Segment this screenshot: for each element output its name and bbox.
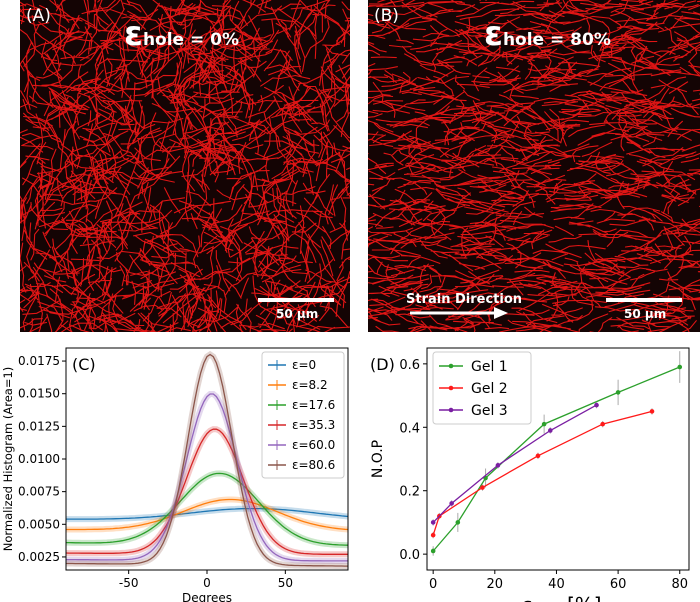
strain-direction-arrow-icon xyxy=(410,307,508,319)
x-axis-symbol: ε xyxy=(522,593,533,602)
x-tick-label: 40 xyxy=(548,577,565,592)
strain-percent: = 0% xyxy=(184,30,240,50)
fiber-network-a xyxy=(20,0,350,332)
series-line-0 xyxy=(432,366,681,552)
y-tick-label: 0.0100 xyxy=(18,452,60,466)
y-tick-label: 0.0150 xyxy=(18,387,60,401)
x-tick-label: 60 xyxy=(610,577,627,592)
x-axis-unit: [%] xyxy=(561,593,602,602)
data-point xyxy=(455,520,461,525)
legend-label: Gel 3 xyxy=(471,403,508,419)
legend-label: Gel 1 xyxy=(471,359,508,375)
data-point xyxy=(430,548,436,554)
series-line-0 xyxy=(66,507,349,520)
panel-b-image: (B) εhole = 80% Strain Direction 50 μm xyxy=(368,0,700,332)
legend-box xyxy=(261,351,345,479)
y-tick-label: 0.0125 xyxy=(18,419,60,433)
series-line-1 xyxy=(66,498,349,531)
x-axis-label: Degrees xyxy=(182,591,232,602)
epsilon-subscript: hole xyxy=(502,30,545,50)
epsilon-symbol: ε xyxy=(124,14,143,54)
data-point xyxy=(649,409,655,414)
legend-label: ε=35.3 xyxy=(292,418,335,432)
y-tick-label: 0.4 xyxy=(399,421,420,436)
panel-c-label: (C) xyxy=(72,355,96,374)
legend-label: ε=8.2 xyxy=(292,378,328,392)
nop-plot: 0 20 40 60 80 0.0 0.2 0.4 0.6 εhole [%] N.O.P (D) Ge… xyxy=(370,347,690,602)
y-axis-label: Normalized Histogram (Area=1) xyxy=(1,367,15,552)
data-point xyxy=(547,428,553,433)
plot-frame xyxy=(426,347,690,571)
y-tick-label: 0.2 xyxy=(399,485,420,500)
x-tick-label: 80 xyxy=(671,577,688,592)
legend-label: ε=0 xyxy=(292,358,316,372)
series-line-1 xyxy=(432,410,653,536)
scale-text-a: 50 μm xyxy=(276,307,319,321)
scale-bar-b xyxy=(606,298,682,302)
legend-box xyxy=(432,351,532,425)
data-point xyxy=(541,421,547,427)
y-tick-label: 0.0175 xyxy=(18,354,60,368)
fiber-strands xyxy=(20,0,350,332)
data-point xyxy=(430,532,436,538)
y-tick-label: 0.0075 xyxy=(18,485,60,499)
x-tick-label: 20 xyxy=(487,577,504,592)
x-tick-label: 0 xyxy=(203,576,211,590)
data-point xyxy=(480,485,485,490)
scale-bar-a xyxy=(258,298,334,302)
data-point xyxy=(677,364,683,370)
panel-a-strain-value: εhole = 0% xyxy=(124,14,239,54)
fiber-strands xyxy=(368,0,700,332)
x-tick-label: 0 xyxy=(429,577,437,592)
data-point xyxy=(535,453,541,459)
data-point xyxy=(594,402,599,408)
y-tick-label: 0.0025 xyxy=(18,550,60,564)
x-tick-label: 50 xyxy=(278,576,293,590)
legend-label: ε=17.6 xyxy=(292,398,335,412)
panel-b-strain-value: εhole = 80% xyxy=(484,14,611,54)
y-axis-label: N.O.P xyxy=(370,440,386,478)
scale-text-b: 50 μm xyxy=(624,307,667,321)
strain-direction-text: Strain Direction xyxy=(406,292,523,307)
y-tick-label: 0.6 xyxy=(399,358,420,373)
legend-label: ε=80.6 xyxy=(292,458,335,472)
y-tick-label: 0.0 xyxy=(399,548,420,563)
series-line-4 xyxy=(66,393,348,562)
legend-marker xyxy=(448,385,454,391)
series-line-3 xyxy=(65,428,348,555)
x-tick-label: -50 xyxy=(119,576,139,590)
series-band-0 xyxy=(66,505,349,523)
legend-label: ε=60.0 xyxy=(292,438,335,452)
fiber-network-b xyxy=(368,0,700,332)
data-point xyxy=(615,390,621,395)
panel-b-label: (B) xyxy=(374,6,399,26)
data-point xyxy=(600,421,605,427)
epsilon-subscript: hole xyxy=(142,30,185,50)
legend-label: Gel 2 xyxy=(471,381,508,397)
x-axis-label: εhole [%] xyxy=(522,593,602,602)
panel-a-image: (A) εhole = 0% 50 μm xyxy=(20,0,350,332)
histogram-plot: -50 0 50 0.0025 0.0050 0.0075 0.0100 0.0125 0.01… xyxy=(1,347,349,602)
panel-a-label: (A) xyxy=(26,6,51,26)
legend-marker xyxy=(448,363,454,369)
strain-percent: = 80% xyxy=(544,30,611,50)
data-point xyxy=(495,463,501,468)
data-point xyxy=(430,520,436,525)
y-tick-label: 0.0050 xyxy=(18,517,60,531)
panel-d-label: (D) xyxy=(370,355,395,374)
legend-marker xyxy=(448,407,454,413)
data-point xyxy=(449,501,454,506)
series-line-2 xyxy=(66,472,349,546)
series-line-5 xyxy=(66,353,348,567)
epsilon-symbol: ε xyxy=(484,14,503,54)
